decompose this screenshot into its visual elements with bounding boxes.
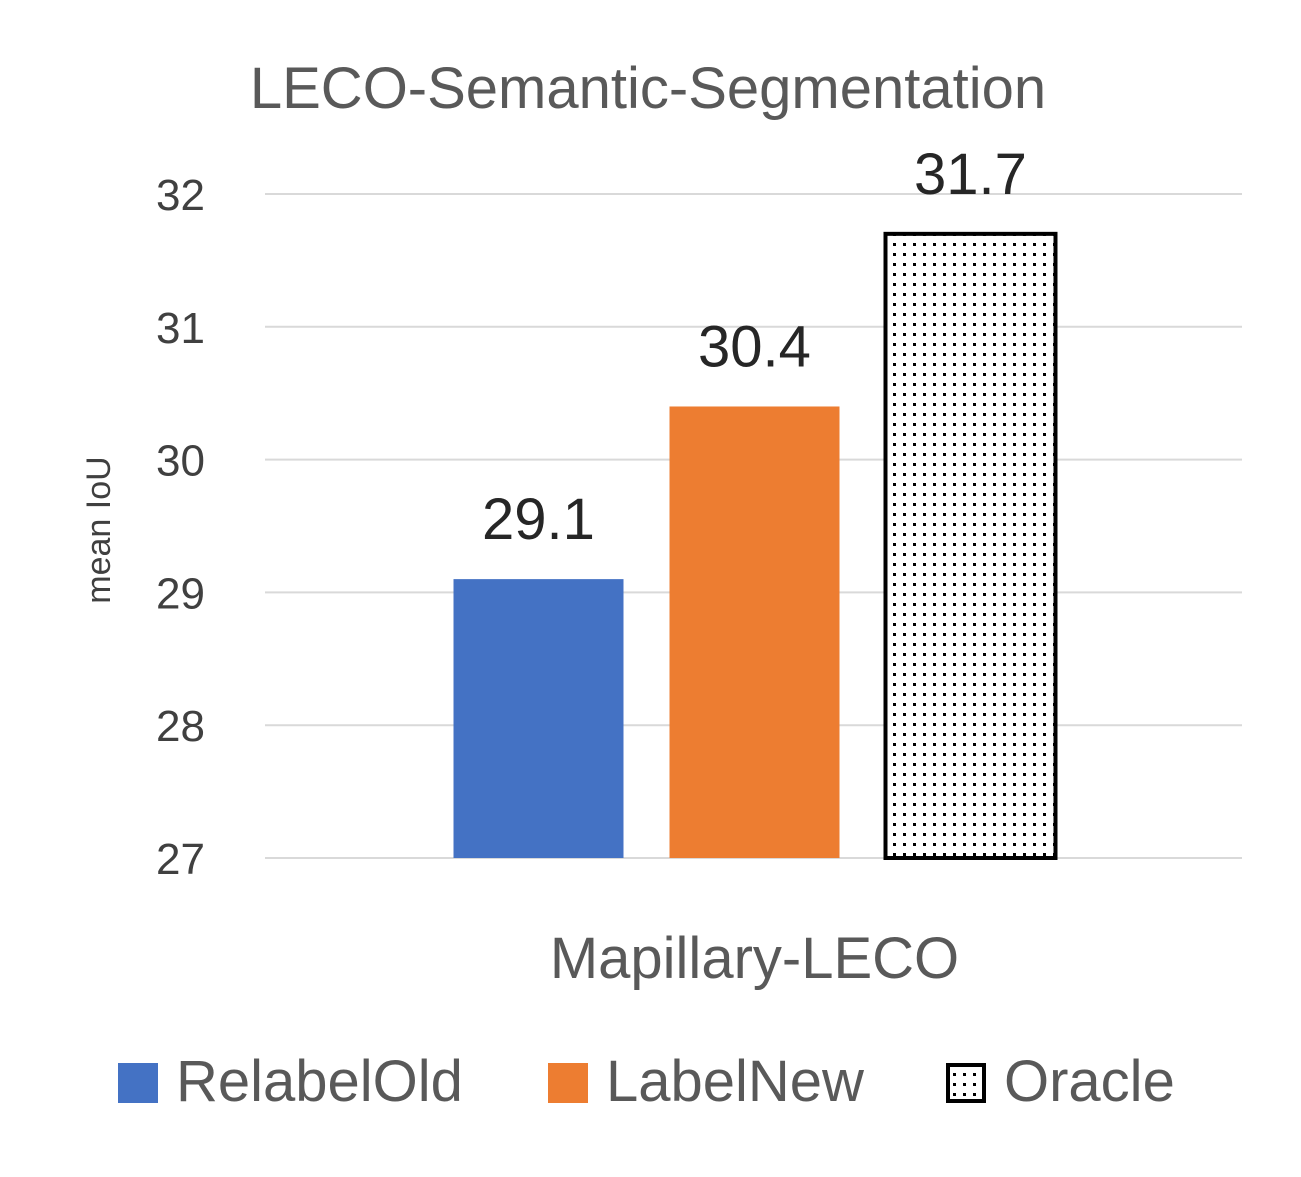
y-axis-ticks: 27 28 29 30 31 32: [156, 171, 205, 884]
y-tick-label: 27: [156, 835, 205, 884]
data-label-oracle: 31.7: [914, 142, 1027, 207]
data-label-relabelold: 29.1: [482, 487, 595, 552]
legend-swatch-oracle: [946, 1063, 986, 1103]
data-label-labelnew: 30.4: [698, 314, 811, 379]
legend-swatch-labelnew: [548, 1063, 588, 1103]
legend: RelabelOld LabelNew Oracle: [118, 1049, 1175, 1114]
chart-title: LECO-Semantic-Segmentation: [250, 56, 1046, 121]
legend-label-oracle: Oracle: [1004, 1049, 1175, 1114]
x-axis-categories: Mapillary-LECO: [550, 926, 959, 991]
y-tick-label: 29: [156, 569, 205, 618]
x-category-label: Mapillary-LECO: [550, 926, 959, 991]
bar-labelnew: [669, 406, 840, 858]
data-labels: 29.1 30.4 31.7: [482, 142, 1027, 552]
y-axis-label: mean IoU: [80, 456, 118, 603]
y-tick-label: 31: [156, 304, 205, 353]
legend-label-labelnew: LabelNew: [606, 1049, 865, 1114]
y-tick-label: 30: [156, 437, 205, 486]
y-tick-label: 32: [156, 171, 205, 220]
bar-relabelold: [453, 579, 624, 858]
bars: [453, 231, 1058, 860]
legend-swatch-relabelold: [118, 1063, 158, 1103]
legend-label-relabelold: RelabelOld: [176, 1049, 463, 1114]
bar-oracle: [883, 231, 1058, 860]
y-tick-label: 28: [156, 702, 205, 751]
